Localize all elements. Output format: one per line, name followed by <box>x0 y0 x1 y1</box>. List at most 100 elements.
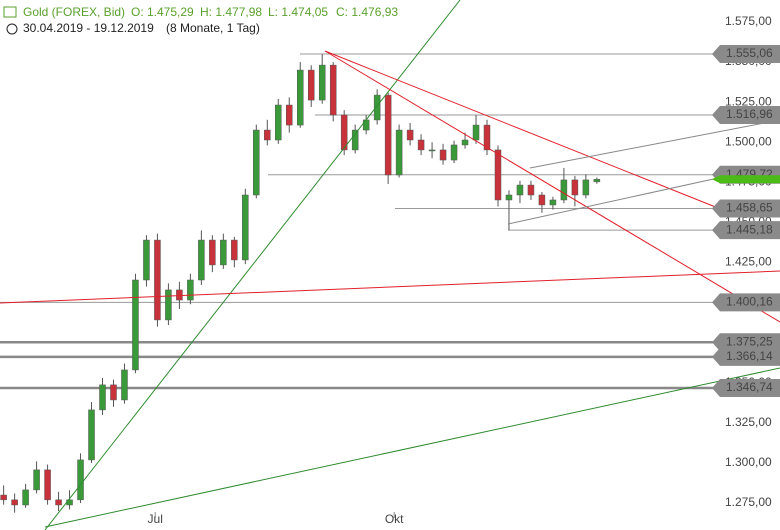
level-label: 1.366,14 <box>726 349 773 363</box>
period-note: (8 Monate, 1 Tag) <box>166 21 260 35</box>
candle-body <box>176 289 183 301</box>
candle-body <box>549 199 557 206</box>
x-tick-label: Jul <box>148 512 163 526</box>
candle-body <box>88 409 95 461</box>
y-tick-label: 1.575,00 <box>725 14 772 28</box>
candle-body <box>296 69 304 126</box>
candle-body <box>538 194 546 206</box>
candle-body <box>55 499 62 506</box>
level-label: 1.375,25 <box>726 334 773 348</box>
candle-body <box>340 114 348 151</box>
current-price-box <box>712 175 780 184</box>
level-boxes: 1.555,061.516,961.479,721.458,651.445,18… <box>712 44 780 398</box>
level-box <box>712 221 780 240</box>
level-label: 1.445,18 <box>726 222 773 236</box>
candle-body <box>384 94 392 176</box>
candle-body <box>198 239 205 281</box>
candle-body <box>329 64 337 116</box>
candle-body <box>593 179 601 183</box>
candle-body <box>110 384 117 401</box>
candle-body <box>22 489 29 506</box>
open-text: O: 1.475,29 <box>131 5 194 19</box>
clock-icon <box>6 23 18 35</box>
candle-body <box>253 129 260 196</box>
candle-body <box>209 239 216 266</box>
y-tick-label: 1.325,00 <box>725 415 772 429</box>
candle-body <box>527 184 535 196</box>
candle-body <box>351 129 359 151</box>
candles-layer <box>0 53 601 513</box>
y-tick-label: 1.500,00 <box>725 134 772 148</box>
candle-body <box>165 289 172 321</box>
candle-body <box>439 149 447 161</box>
candle-body <box>461 139 469 146</box>
candle-body <box>483 124 491 151</box>
channel-line <box>529 119 780 169</box>
level-label: 1.346,74 <box>726 380 773 394</box>
close-text: C: 1.476,93 <box>336 5 398 19</box>
candle-body <box>373 94 381 121</box>
high-text: H: 1.477,98 <box>200 5 262 19</box>
level-label: 1.400,16 <box>726 295 773 309</box>
channel-line <box>507 177 719 225</box>
candle-body <box>560 179 568 201</box>
candle-body <box>494 149 502 201</box>
level-box <box>712 333 780 352</box>
period-text: 30.04.2019 - 19.12.2019 <box>23 21 154 35</box>
level-box <box>712 44 780 63</box>
candle-body <box>395 129 403 176</box>
candle-body <box>505 194 513 201</box>
candle-body <box>44 469 51 501</box>
candle-body <box>187 279 194 301</box>
level-box <box>712 293 780 312</box>
candle-body <box>472 124 480 141</box>
candle-body <box>417 139 425 151</box>
level-box <box>712 379 780 398</box>
symbol-icon <box>3 6 17 18</box>
candle-body <box>406 129 414 141</box>
candle-body <box>428 149 436 152</box>
candle-body <box>231 239 238 261</box>
x-tick-label: Okt <box>385 512 404 526</box>
low-text: L: 1.474,05 <box>268 5 328 19</box>
level-box <box>712 106 780 125</box>
candle-body <box>264 129 271 141</box>
candle-body <box>220 239 227 266</box>
candle-body <box>307 69 315 101</box>
candle-body <box>132 279 139 371</box>
candle-body <box>286 104 293 126</box>
trend-line <box>44 367 780 528</box>
candle-body <box>143 239 150 281</box>
level-label: 1.516,96 <box>726 107 773 121</box>
level-label: 1.555,06 <box>726 46 773 60</box>
instrument-title: Gold (FOREX, Bid) <box>23 5 125 19</box>
candle-body <box>275 104 282 141</box>
trend-line <box>44 0 461 530</box>
candle-body <box>11 499 18 506</box>
header: Gold (FOREX, Bid) O: 1.475,29 H: 1.477,9… <box>3 5 398 35</box>
level-box <box>712 199 780 218</box>
candle-body <box>516 184 524 196</box>
candle-body <box>99 384 106 411</box>
trend-line <box>324 50 780 323</box>
candle-body <box>318 64 326 101</box>
candle-body <box>154 239 161 321</box>
y-tick-label: 1.300,00 <box>725 455 772 469</box>
candle-body <box>33 469 40 491</box>
candle-body <box>450 144 458 161</box>
y-tick-label: 1.525,00 <box>725 94 772 108</box>
axis-layer: 1.275,001.300,001.325,001.350,001.375,00… <box>148 14 772 526</box>
candle-body <box>0 494 7 501</box>
candle-body <box>571 179 579 196</box>
trend-line <box>324 50 719 209</box>
candle-body <box>362 119 370 131</box>
level-box <box>712 347 780 366</box>
candle-body <box>582 179 590 196</box>
level-label: 1.458,65 <box>726 201 773 215</box>
levels-layer <box>0 53 718 390</box>
y-tick-label: 1.275,00 <box>725 495 772 509</box>
candle-body <box>77 459 84 501</box>
